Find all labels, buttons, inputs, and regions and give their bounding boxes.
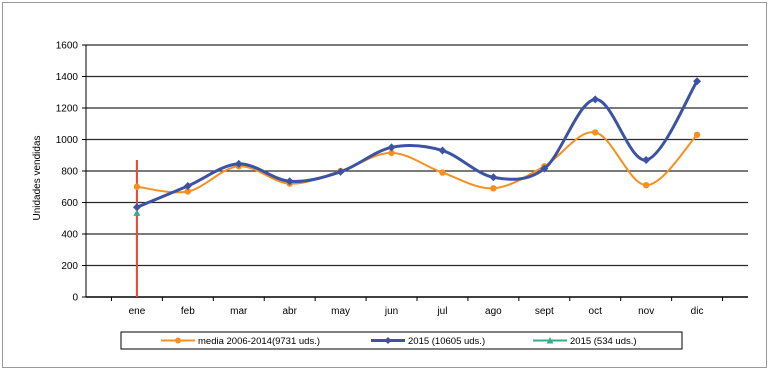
- data-point-diamond: [132, 203, 141, 212]
- axes: [82, 44, 748, 301]
- x-tick-label: dic: [691, 306, 704, 317]
- y-axis-label: Unidades vendidas: [32, 135, 43, 220]
- x-tick-label: oct: [589, 306, 603, 317]
- x-tick-label: abr: [282, 306, 297, 317]
- data-point-circle: [388, 149, 395, 157]
- data-point-diamond: [540, 164, 549, 173]
- tick-labels: 0 200 400 600 800 1000 1200 1400 1600 ene feb mar ab…: [56, 41, 704, 318]
- legend-label: 2015 (534 uds.): [570, 336, 637, 347]
- y-tick-label: 0: [72, 293, 78, 304]
- data-point-diamond: [183, 181, 192, 190]
- data-point-diamond: [693, 77, 702, 86]
- data-point-triangle: [133, 209, 141, 216]
- data-point-diamond: [642, 155, 651, 164]
- legend-marker-circle: [175, 337, 181, 344]
- gridlines: [86, 44, 748, 267]
- data-point-diamond: [387, 143, 396, 152]
- legend-marker-diamond: [384, 337, 392, 344]
- x-tick-label: ene: [129, 306, 146, 317]
- x-tick-label: ago: [485, 306, 502, 317]
- x-tick-label: nov: [638, 306, 654, 317]
- series-lines: [132, 77, 702, 297]
- data-point-diamond: [285, 177, 294, 186]
- legend-label: media 2006-2014(9731 uds.): [198, 336, 320, 347]
- x-tick-label: jun: [384, 306, 398, 317]
- data-point-circle: [184, 188, 192, 195]
- data-point-diamond: [591, 95, 600, 104]
- y-tick-label: 400: [61, 230, 78, 241]
- y-tick-label: 1600: [56, 41, 79, 52]
- y-tick-label: 800: [61, 167, 78, 178]
- x-tick-label: jul: [436, 306, 447, 317]
- y-tick-label: 600: [61, 198, 78, 209]
- legend-label: 2015 (10605 uds.): [408, 336, 485, 347]
- data-point-circle: [693, 131, 701, 138]
- data-point-circle: [439, 169, 446, 176]
- data-point-circle: [642, 181, 650, 189]
- x-tick-label: mar: [230, 306, 248, 317]
- data-point-diamond: [438, 146, 447, 155]
- legend: media 2006-2014(9731 uds.) 2015 (10605 ud…: [120, 331, 683, 350]
- data-point-diamond: [336, 167, 345, 176]
- data-point-circle: [490, 185, 497, 192]
- y-tick-label: 1400: [56, 72, 79, 83]
- series-line-1: [136, 131, 698, 194]
- x-tick-label: sept: [535, 306, 554, 317]
- x-tick-label: may: [331, 306, 350, 317]
- y-tick-label: 1200: [56, 104, 79, 115]
- data-point-diamond: [234, 159, 243, 168]
- chart-frame: [2, 2, 767, 368]
- legend-marker-triangle: [546, 337, 554, 344]
- data-point-circle: [592, 129, 599, 136]
- data-point-diamond: [489, 173, 498, 182]
- data-point-circle: [133, 183, 141, 190]
- y-tick-label: 1000: [56, 135, 79, 146]
- series-line-2: [136, 80, 699, 209]
- x-tick-label: feb: [181, 306, 195, 317]
- y-tick-label: 200: [61, 261, 78, 272]
